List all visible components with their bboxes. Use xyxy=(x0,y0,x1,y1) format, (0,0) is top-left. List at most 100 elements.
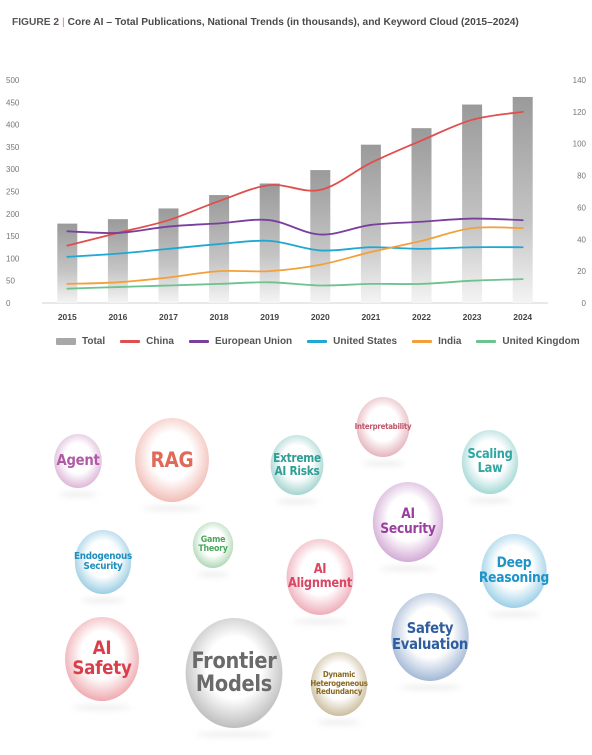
x-tick-label: 2016 xyxy=(108,312,127,322)
keyword-bubble-ai-alignment: AI Alignment xyxy=(286,539,354,615)
x-tick-label: 2022 xyxy=(412,312,431,322)
left-tick-label: 450 xyxy=(6,98,20,107)
x-tick-label: 2018 xyxy=(210,312,229,322)
keyword-bubble-interpretability: Interpretability xyxy=(355,397,412,457)
figure-separator: | xyxy=(61,17,65,28)
left-tick-label: 400 xyxy=(6,121,20,130)
keyword-bubble-shadow xyxy=(316,720,362,725)
keyword-text: Game Theory xyxy=(198,534,228,554)
keyword-bubble-shadow xyxy=(142,506,202,511)
keyword-text: Scaling Law xyxy=(467,447,513,476)
keyword-bubble-endogenous-security: Endogenous Security xyxy=(74,530,132,594)
keyword-bubble-game-theory: Game Theory xyxy=(192,522,234,568)
bar-total-2018 xyxy=(209,195,230,303)
keyword-bubble-shadow xyxy=(195,732,273,737)
keyword-bubble-ai-safety: AI Safety xyxy=(65,617,139,701)
x-tick-label: 2017 xyxy=(159,312,178,322)
keyword-bubble-shadow xyxy=(80,598,126,603)
legend-label-uk: United Kingdom xyxy=(502,336,580,347)
keyword-bubble-extreme-ai-risks: Extreme AI Risks xyxy=(270,435,324,495)
keyword-bubble-shadow xyxy=(59,492,97,497)
x-tick-label: 2023 xyxy=(463,312,482,322)
figure-label: FIGURE 2 xyxy=(12,17,59,28)
series-line-united-kingdom xyxy=(66,278,524,290)
keyword-bubble-ai-security: AI Security xyxy=(372,482,444,562)
legend-label-eu: European Union xyxy=(214,336,293,347)
keyword-bubble-shadow xyxy=(467,498,513,503)
legend-label-total: Total xyxy=(82,336,106,347)
right-tick-label: 140 xyxy=(573,76,587,85)
legend-label-us: United States xyxy=(333,336,398,347)
x-tick-label: 2024 xyxy=(513,312,532,322)
keyword-bubble-safety-evaluation: Safety Evaluation xyxy=(391,593,469,681)
keyword-text: AI Alignment xyxy=(288,562,352,591)
left-tick-label: 350 xyxy=(6,143,20,152)
left-tick-label: 500 xyxy=(6,76,20,85)
keyword-bubble-scaling-law: Scaling Law xyxy=(461,430,519,494)
legend-item-china: China xyxy=(120,336,174,347)
x-tick-label: 2020 xyxy=(311,312,330,322)
keyword-bubble-shadow xyxy=(380,566,436,571)
right-tick-label: 120 xyxy=(573,108,587,117)
series-line-united-states xyxy=(66,239,524,258)
legend-swatch-china xyxy=(120,340,141,343)
keyword-bubble-shadow xyxy=(399,685,461,690)
x-tick-label: 2021 xyxy=(361,312,380,322)
left-tick-label: 50 xyxy=(6,277,15,286)
keyword-cloud: Agent RAG Extreme AI Risks Interpretability… xyxy=(0,380,592,755)
keyword-text: Extreme AI Risks xyxy=(273,451,321,478)
legend-label-india: India xyxy=(438,336,462,347)
bar-total-2023 xyxy=(462,104,483,303)
legend-swatch-eu xyxy=(188,340,209,343)
keyword-text: Deep Reasoning xyxy=(478,555,550,586)
legend-swatch-total xyxy=(56,338,76,345)
bar-total-2022 xyxy=(411,128,432,303)
legend-item-india: India xyxy=(412,336,461,347)
bar-total-2021 xyxy=(360,144,381,303)
left-tick-label: 250 xyxy=(6,188,20,197)
keyword-bubble-agent: Agent xyxy=(54,434,102,488)
left-tick-label: 100 xyxy=(6,254,20,263)
keyword-text: AI Safety xyxy=(72,637,132,679)
bar-total-2015 xyxy=(57,223,78,303)
bar-total-2020 xyxy=(310,170,331,303)
right-tick-label: 80 xyxy=(577,172,586,181)
keyword-text: Agent xyxy=(56,451,100,470)
right-tick-label: 40 xyxy=(577,235,586,244)
keyword-bubble-shadow xyxy=(72,705,132,710)
right-tick-label: 20 xyxy=(577,267,586,276)
legend-item-uk: United Kingdom xyxy=(476,336,580,347)
keyword-text: Interpretability xyxy=(354,421,412,431)
left-tick-label: 200 xyxy=(6,210,20,219)
legend-item-total: Total xyxy=(56,336,105,347)
publications-chart: 0 50 100 150 200 250 300 350 400 450 500 0 20 40 60 80 1… xyxy=(6,76,587,322)
series-line-china xyxy=(66,110,524,247)
series-line-european-union xyxy=(66,217,524,236)
bar-total-2019 xyxy=(259,183,280,303)
right-tick-label: 100 xyxy=(573,140,587,149)
keyword-bubble-shadow xyxy=(362,461,404,466)
keyword-bubble-shadow xyxy=(488,612,540,617)
right-tick-label: 0 xyxy=(582,299,587,308)
keyword-bubble-shadow xyxy=(196,572,230,577)
left-tick-label: 300 xyxy=(6,165,20,174)
left-tick-label: 0 xyxy=(6,299,11,308)
keyword-text: Safety Evaluation xyxy=(391,619,469,653)
keyword-bubble-deep-reasoning: Deep Reasoning xyxy=(479,534,549,608)
bar-total-2024 xyxy=(512,96,533,303)
chart-legend: Total China European Union United States… xyxy=(56,336,580,347)
series-line-india xyxy=(66,226,524,285)
keyword-text: Frontier Models xyxy=(191,648,277,697)
legend-item-eu: European Union xyxy=(188,336,293,347)
bar-total-2017 xyxy=(158,208,179,303)
figure-title: FIGURE 2 | Core AI – Total Publications, N… xyxy=(12,17,582,28)
left-tick-label: 150 xyxy=(6,232,20,241)
legend-swatch-uk xyxy=(476,340,497,343)
keyword-bubble-frontier-models: Frontier Models xyxy=(185,618,283,728)
legend-label-china: China xyxy=(146,336,174,347)
figure-title-text: Core AI – Total Publications, National T… xyxy=(67,17,519,28)
legend-swatch-us xyxy=(307,340,328,343)
keyword-text: AI Security xyxy=(380,506,436,537)
keyword-text: RAG xyxy=(150,447,194,472)
keyword-bubble-dynamic-heterogeneous-redundancy: Dynamic Heterogeneous Redundancy xyxy=(310,652,368,716)
